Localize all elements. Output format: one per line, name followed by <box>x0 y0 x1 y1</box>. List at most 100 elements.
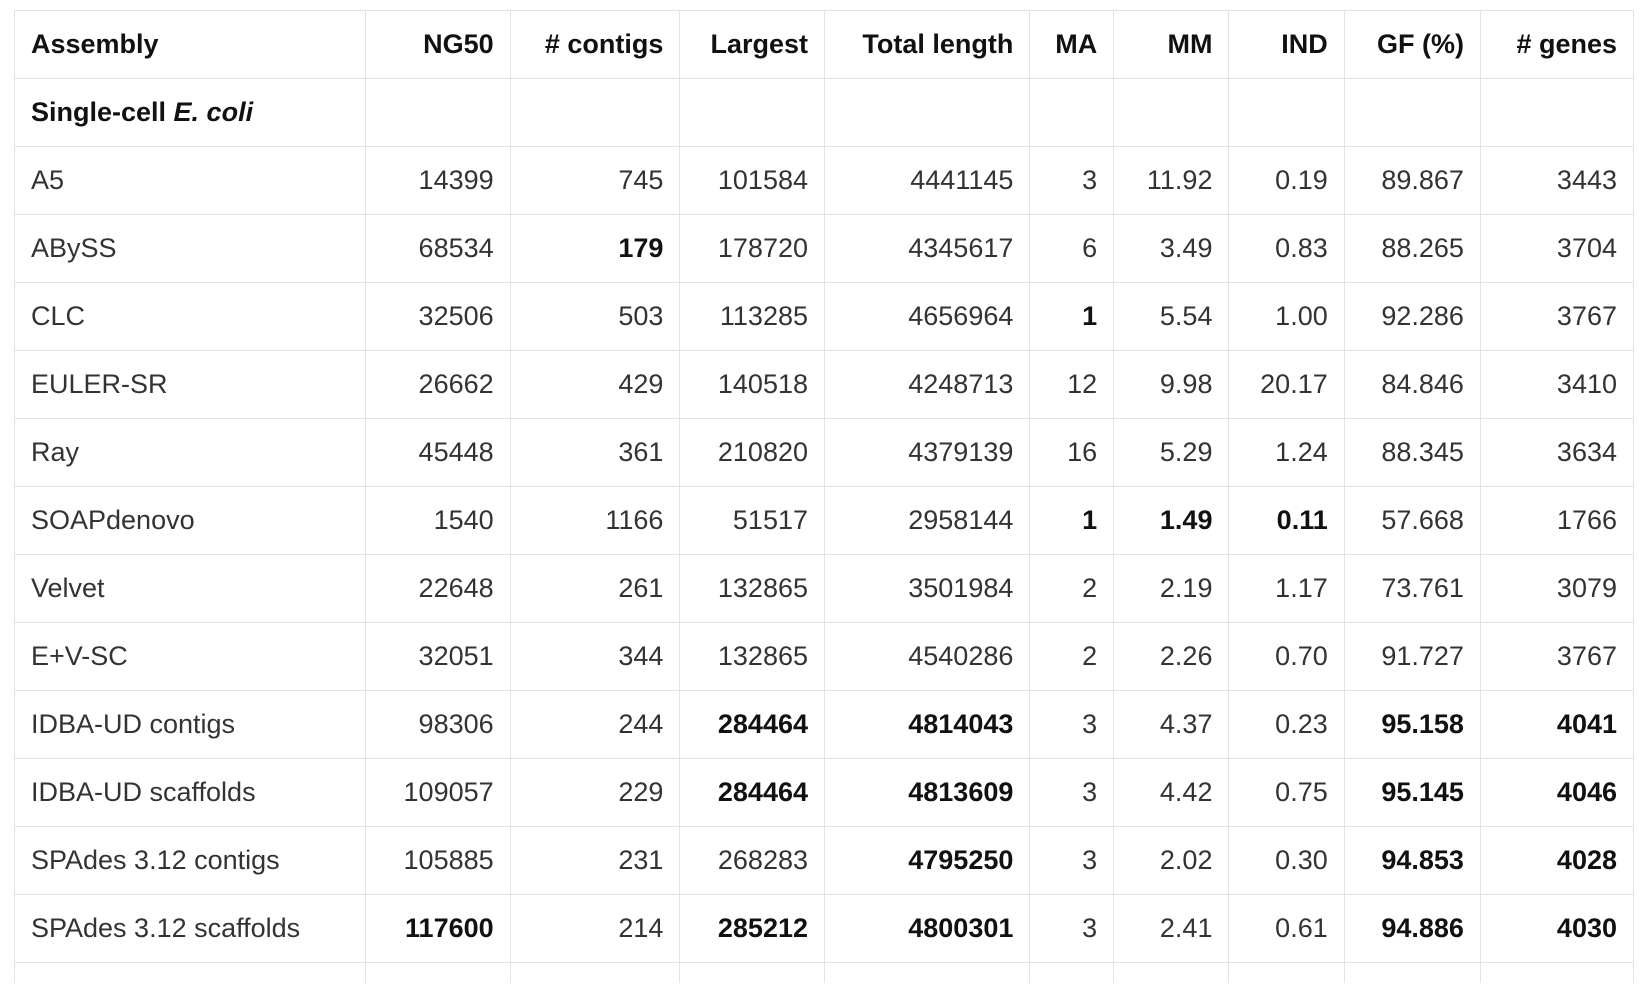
cell-largest: 132865 <box>679 622 825 691</box>
table-cell <box>1343 962 1481 983</box>
cell-mm: 5.54 <box>1113 282 1230 351</box>
cell-ng50: 32051 <box>365 622 511 691</box>
cell-assembly: ABySS <box>13 214 367 283</box>
cell-contigs: 231 <box>509 826 681 895</box>
table-row: ABySS 68534 179 178720 4345617 6 3.49 0.83 88.26… <box>13 214 1635 283</box>
cell-mm: 4.42 <box>1113 758 1230 827</box>
cell-contigs: 261 <box>509 554 681 623</box>
table-row: E+V-SC 32051 344 132865 4540286 2 2.26 0.70 91.7… <box>13 622 1635 691</box>
cell-mm: 2.26 <box>1113 622 1230 691</box>
cell-mm: 3.49 <box>1113 214 1230 283</box>
cell-ng50: 1540 <box>365 486 511 555</box>
table-cell <box>1343 78 1481 147</box>
cell-total-length: 4540286 <box>823 622 1031 691</box>
cell-ind: 0.11 <box>1228 486 1345 555</box>
table-row: SOAPdenovo 1540 1166 51517 2958144 1 1.49 0.11 5… <box>13 486 1635 555</box>
cell-ng50: 109057 <box>365 758 511 827</box>
cell-genes: 4041 <box>1479 690 1635 759</box>
table-cell <box>679 962 825 983</box>
cell-total-length: 3501984 <box>823 554 1031 623</box>
cell-gf: 84.846 <box>1343 350 1481 419</box>
table-row: Velvet 22648 261 132865 3501984 2 2.19 1.17 73.7… <box>13 554 1635 623</box>
cell-genes: 3443 <box>1479 146 1635 215</box>
cell-ma: 2 <box>1029 554 1115 623</box>
cell-genes: 3079 <box>1479 554 1635 623</box>
cell-ng50: 14399 <box>365 146 511 215</box>
table-row: Ray 45448 361 210820 4379139 16 5.29 1.24 88.345… <box>13 418 1635 487</box>
cell-total-length: 4248713 <box>823 350 1031 419</box>
cell-ma: 3 <box>1029 758 1115 827</box>
table-row: SPAdes 3.12 contigs 105885 231 268283 479525… <box>13 826 1635 895</box>
cell-assembly: E+V-SC <box>13 622 367 691</box>
table-row: IDBA-UD scaffolds 109057 229 284464 4813609 3… <box>13 758 1635 827</box>
column-header-total-length: Total length <box>823 10 1031 79</box>
cell-genes: 3634 <box>1479 418 1635 487</box>
cell-total-length: 4814043 <box>823 690 1031 759</box>
cell-largest: 132865 <box>679 554 825 623</box>
cell-ma: 3 <box>1029 146 1115 215</box>
cell-ng50: 22648 <box>365 554 511 623</box>
cell-ng50: 26662 <box>365 350 511 419</box>
column-header-gf: GF (%) <box>1343 10 1481 79</box>
cell-assembly: IDBA-UD scaffolds <box>13 758 367 827</box>
cell-ma: 16 <box>1029 418 1115 487</box>
column-header-ind: IND <box>1228 10 1345 79</box>
table-cell <box>679 78 825 147</box>
cell-gf: 88.265 <box>1343 214 1481 283</box>
cell-ng50: 117600 <box>365 894 511 963</box>
cell-ma: 12 <box>1029 350 1115 419</box>
cell-mm: 2.41 <box>1113 894 1230 963</box>
cell-largest: 268283 <box>679 826 825 895</box>
cell-gf: 88.345 <box>1343 418 1481 487</box>
cell-gf: 94.853 <box>1343 826 1481 895</box>
cell-ma: 6 <box>1029 214 1115 283</box>
cell-gf: 57.668 <box>1343 486 1481 555</box>
cell-ind: 0.75 <box>1228 758 1345 827</box>
cell-mm: 9.98 <box>1113 350 1230 419</box>
cell-contigs: 503 <box>509 282 681 351</box>
cell-mm: 1.49 <box>1113 486 1230 555</box>
cell-ng50: 98306 <box>365 690 511 759</box>
cell-gf: 95.145 <box>1343 758 1481 827</box>
cell-ng50: 32506 <box>365 282 511 351</box>
cell-genes: 4030 <box>1479 894 1635 963</box>
column-header-mm: MM <box>1113 10 1230 79</box>
section-label-prefix: Single-cell <box>31 97 174 127</box>
cell-gf: 94.886 <box>1343 894 1481 963</box>
column-header-largest: Largest <box>679 10 825 79</box>
cell-gf: 91.727 <box>1343 622 1481 691</box>
table-row: SPAdes 3.12 scaffolds 117600 214 285212 4800… <box>13 894 1635 963</box>
cell-assembly: CLC <box>13 282 367 351</box>
cell-ind: 20.17 <box>1228 350 1345 419</box>
cell-genes: 4046 <box>1479 758 1635 827</box>
cell-ma: 2 <box>1029 622 1115 691</box>
cell-contigs: 344 <box>509 622 681 691</box>
cell-assembly: SPAdes 3.12 contigs <box>13 826 367 895</box>
cell-total-length: 4345617 <box>823 214 1031 283</box>
cell-largest: 140518 <box>679 350 825 419</box>
cell-total-length: 4795250 <box>823 826 1031 895</box>
assembly-comparison-table-container: Assembly NG50 # contigs Largest Total le… <box>13 10 1635 983</box>
column-header-contigs: # contigs <box>509 10 681 79</box>
cell-mm: 5.29 <box>1113 418 1230 487</box>
cell-contigs: 1166 <box>509 486 681 555</box>
column-header-ng50: NG50 <box>365 10 511 79</box>
cell-assembly: IDBA-UD contigs <box>13 690 367 759</box>
cell-gf: 92.286 <box>1343 282 1481 351</box>
cell-largest: 284464 <box>679 758 825 827</box>
cell-ind: 1.17 <box>1228 554 1345 623</box>
cell-total-length: 4800301 <box>823 894 1031 963</box>
cell-ind: 0.61 <box>1228 894 1345 963</box>
cell-assembly: Ray <box>13 418 367 487</box>
cell-contigs: 361 <box>509 418 681 487</box>
table-cell <box>1113 78 1230 147</box>
table-row: CLC 32506 503 113285 4656964 1 5.54 1.00 92.286 3… <box>13 282 1635 351</box>
cell-genes: 1766 <box>1479 486 1635 555</box>
cell-largest: 178720 <box>679 214 825 283</box>
cell-ng50: 105885 <box>365 826 511 895</box>
column-header-assembly: Assembly <box>13 10 367 79</box>
cell-ma: 1 <box>1029 282 1115 351</box>
cell-ind: 0.19 <box>1228 146 1345 215</box>
cell-ma: 3 <box>1029 894 1115 963</box>
cell-genes: 3704 <box>1479 214 1635 283</box>
